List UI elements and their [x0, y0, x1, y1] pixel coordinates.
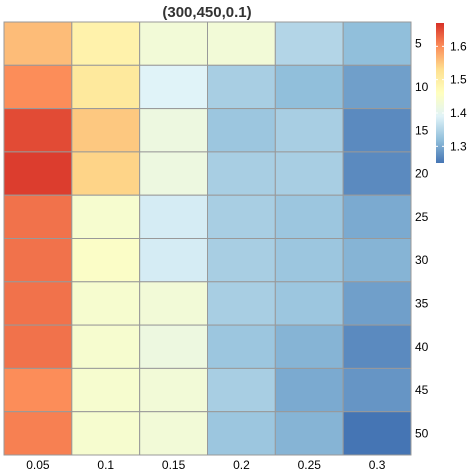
heatmap-cell — [342, 151, 412, 196]
heatmap-cell — [274, 21, 344, 66]
heatmap-cell — [3, 194, 73, 239]
heatmap-cell — [274, 151, 344, 196]
y-tick-label: 40 — [415, 340, 429, 354]
heatmap-cell — [71, 411, 141, 456]
legend-tick-label: 1.4 — [450, 106, 467, 120]
heatmap-cell — [71, 324, 141, 369]
chart-title: (300,450,0.1) — [162, 4, 251, 21]
heatmap-cell — [139, 411, 208, 456]
heatmap-cell — [274, 281, 344, 326]
heatmap-cell — [139, 281, 208, 326]
heatmap-cell — [3, 151, 73, 196]
legend-tick-label: 1.3 — [450, 139, 467, 153]
heatmap-cell — [342, 411, 412, 456]
heatmap-cell — [342, 194, 412, 239]
heatmap-cell — [139, 108, 208, 153]
legend-tick-label: 1.5 — [450, 73, 467, 87]
color-legend: 1.3 1.4 1.5 1.6 — [436, 23, 467, 163]
x-tick-label: 0.25 — [298, 458, 322, 472]
heatmap-cell — [207, 108, 276, 153]
heatmap-cell — [71, 281, 141, 326]
heatmap-cell — [207, 194, 276, 239]
y-tick-label: 45 — [415, 383, 429, 397]
heatmap-cell — [274, 324, 344, 369]
heatmap-cell — [3, 64, 73, 110]
heatmap-cell — [207, 151, 276, 196]
x-tick-label: 0.15 — [162, 458, 186, 472]
heatmap-cell — [139, 324, 208, 369]
heatmap-cell — [71, 151, 141, 196]
y-tick-label: 50 — [415, 426, 429, 440]
heatmap-cell — [207, 281, 276, 326]
heatmap-cell — [3, 108, 73, 153]
x-tick-label: 0.05 — [26, 458, 50, 472]
x-tick-label: 0.2 — [233, 458, 250, 472]
heatmap-cell — [3, 238, 73, 283]
heatmap-cell — [342, 64, 412, 110]
heatmap-cell — [342, 108, 412, 153]
legend-tick-label: 1.6 — [450, 39, 467, 53]
heatmap-cell — [139, 151, 208, 196]
legend-color-bar — [436, 23, 444, 163]
heatmap-cell — [139, 21, 208, 66]
heatmap-cell — [3, 367, 73, 413]
heatmap-cell — [139, 238, 208, 283]
heatmap-cell — [274, 238, 344, 283]
heatmap-cell — [342, 281, 412, 326]
heatmap-cell — [139, 64, 208, 110]
heatmap-cell — [71, 238, 141, 283]
heatmap-cell — [139, 194, 208, 239]
heatmap-cell — [274, 64, 344, 110]
heatmap-cell — [207, 21, 276, 66]
heatmap-cell — [207, 324, 276, 369]
x-tick-label: 0.3 — [369, 458, 386, 472]
y-tick-label: 10 — [415, 80, 429, 94]
heatmap-cell — [3, 21, 73, 66]
heatmap-cell — [139, 367, 208, 413]
y-tick-label: 30 — [415, 253, 429, 267]
heatmap-cell — [71, 64, 141, 110]
y-tick-label: 20 — [415, 167, 429, 181]
heatmap-cell — [3, 324, 73, 369]
heatmap-cell — [274, 108, 344, 153]
x-axis-tick-labels: 0.05 0.1 0.15 0.2 0.25 0.3 — [26, 458, 386, 472]
y-tick-label: 25 — [415, 210, 429, 224]
heatmap-cell — [274, 411, 344, 456]
heatmap-cell — [71, 21, 141, 66]
heatmap-cell — [71, 108, 141, 153]
heatmap-cell — [274, 367, 344, 413]
heatmap-cell — [342, 21, 412, 66]
x-tick-label: 0.1 — [97, 458, 114, 472]
heatmap-cell — [342, 367, 412, 413]
heatmap-cell — [342, 324, 412, 369]
heatmap-cell — [3, 411, 73, 456]
heatmap-cell — [207, 367, 276, 413]
y-axis-tick-labels: 5 10 15 20 25 30 35 40 45 50 — [415, 37, 429, 441]
y-tick-label: 15 — [415, 123, 429, 137]
heatmap-cell — [71, 194, 141, 239]
heatmap-cell — [71, 367, 141, 413]
y-tick-label: 5 — [415, 37, 422, 51]
heatmap-cell — [207, 411, 276, 456]
heatmap-cells — [3, 21, 412, 456]
heatmap-cell — [3, 281, 73, 326]
heatmap-cell — [274, 194, 344, 239]
heatmap-cell — [342, 238, 412, 283]
y-tick-label: 35 — [415, 296, 429, 310]
heatmap-cell — [207, 64, 276, 110]
heatmap-cell — [207, 238, 276, 283]
